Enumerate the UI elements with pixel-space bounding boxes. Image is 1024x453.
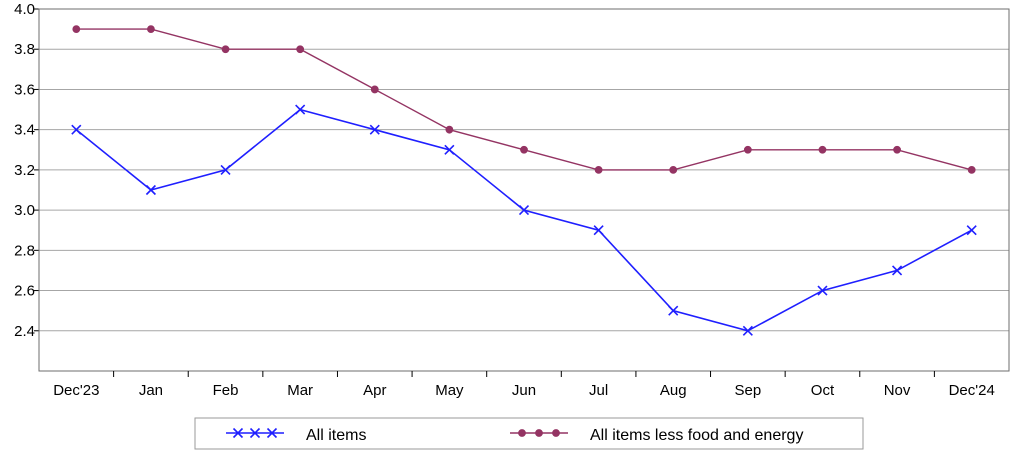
data-point (147, 25, 155, 34)
x-tick-label: Jan (139, 382, 163, 399)
data-point (743, 145, 752, 154)
data-point (593, 225, 604, 236)
series-lines (71, 25, 977, 336)
x-tick-label: Apr (363, 382, 386, 399)
x-tick-label: Jun (512, 382, 536, 399)
series-all-items (71, 104, 977, 336)
x-axis-tick-labels: Dec'23 Jan Feb Mar Apr May Jun Jul Aug Sep Oct Nov D… (53, 382, 995, 399)
y-tick-label: 2.4 (14, 323, 35, 340)
data-point (818, 145, 827, 154)
y-tick-label: 4.0 (14, 1, 35, 18)
legend-label-all-items: All items (306, 427, 366, 444)
y-tick-label: 3.0 (14, 202, 35, 219)
data-point (71, 124, 82, 135)
data-point (370, 85, 379, 94)
x-tick-label: Mar (287, 382, 313, 399)
plot-frame (38, 8, 1010, 372)
data-point (220, 164, 231, 175)
legend-point (249, 427, 261, 439)
x-tick-label: Dec'23 (53, 382, 99, 399)
data-point (669, 165, 678, 174)
legend-marker-core (510, 429, 568, 437)
data-point (594, 165, 603, 174)
x-tick-label: Feb (213, 382, 239, 399)
legend-point (535, 429, 543, 437)
legend-point (518, 429, 526, 437)
data-point (72, 25, 81, 34)
x-tick-label: Nov (884, 382, 911, 399)
legend-point (232, 427, 244, 439)
y-tick-label: 3.8 (14, 41, 35, 58)
legend: All items All items less food and energy (194, 417, 864, 450)
data-point (445, 125, 454, 134)
y-tick-label: 3.4 (14, 122, 35, 139)
axes (34, 8, 1010, 377)
legend-point (266, 427, 278, 439)
data-point (817, 285, 828, 296)
data-point (295, 104, 306, 115)
data-point (369, 124, 380, 135)
y-tick-label: 2.8 (14, 242, 35, 259)
y-axis-tick-labels: 2.4 2.6 2.8 3.0 3.2 3.4 3.6 3.8 4.0 (14, 1, 35, 340)
data-point (967, 165, 976, 174)
y-tick-label: 2.6 (14, 283, 35, 300)
x-tick-label: Jul (589, 382, 608, 399)
x-tick-label: Oct (811, 382, 835, 399)
data-point (145, 184, 156, 196)
data-point (892, 265, 903, 276)
y-tick-label: 3.6 (14, 81, 35, 98)
data-point (296, 45, 305, 54)
data-point (668, 305, 679, 316)
gridlines (39, 8, 1009, 332)
series-all-items-less-food-and-energy (72, 25, 976, 174)
legend-label-all-items-less-food-and-energy: All items less food and energy (590, 427, 803, 444)
data-point (966, 225, 977, 236)
x-tick-label: Dec'24 (949, 382, 995, 399)
data-point (221, 45, 230, 54)
data-point (893, 145, 901, 154)
y-tick-label: 3.2 (14, 162, 35, 179)
series-line (75, 108, 973, 332)
data-point (742, 325, 753, 336)
x-tick-label: Aug (660, 382, 687, 399)
legend-point (552, 429, 560, 437)
data-point (520, 145, 528, 154)
x-tick-label: May (435, 382, 464, 399)
legend-marker-all-items (226, 427, 284, 439)
x-tick-label: Sep (734, 382, 761, 399)
data-point (444, 144, 455, 155)
data-point (518, 205, 530, 216)
